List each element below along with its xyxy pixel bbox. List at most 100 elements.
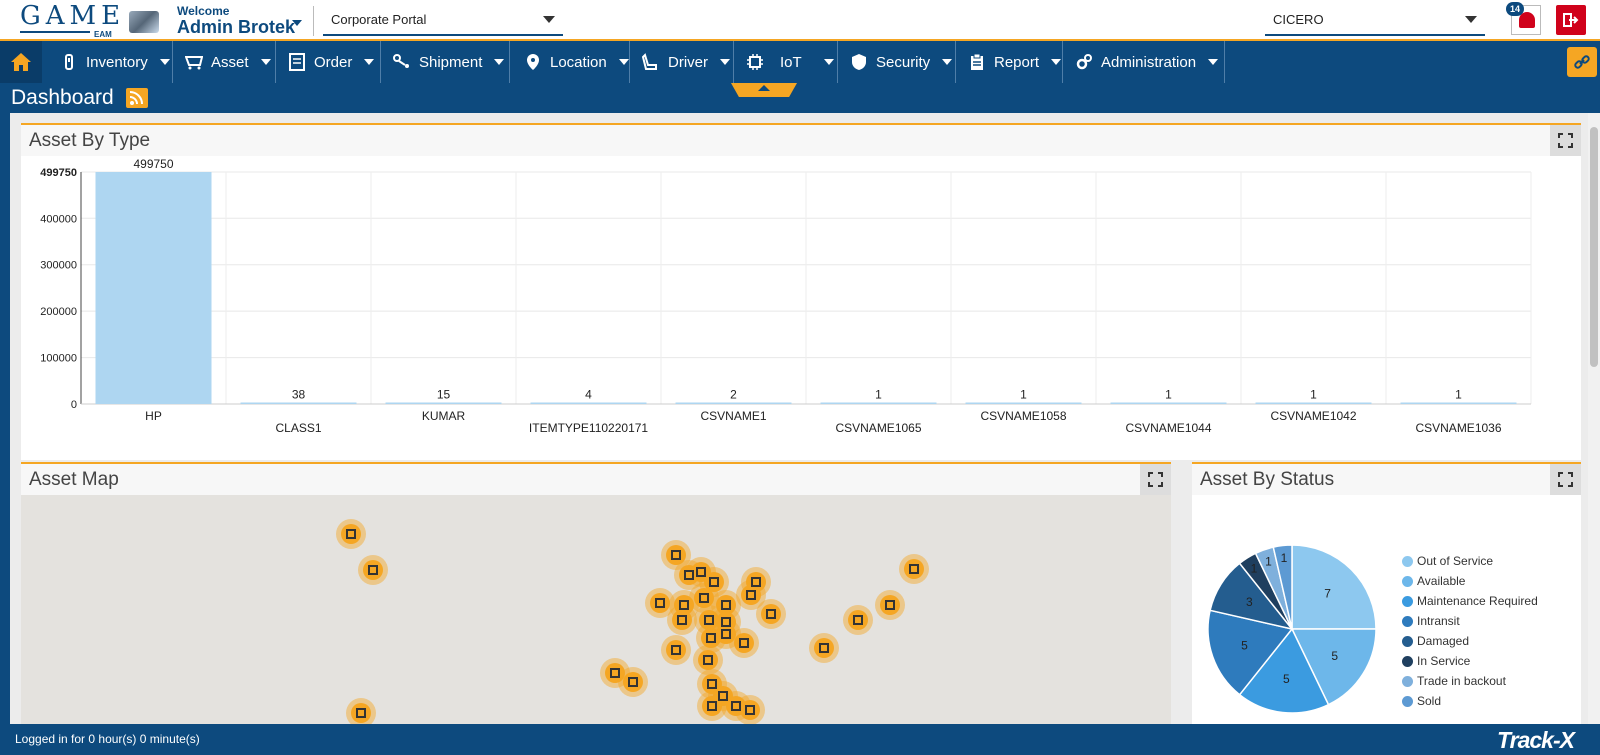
nav-administration[interactable]: Administration [1063,41,1225,83]
bar-value-label: 4 [585,388,592,402]
expand-button[interactable] [1140,464,1171,495]
footer: Logged in for 0 hour(s) 0 minute(s) Trac… [0,724,1600,755]
legend-label: Maintenance Required [1417,594,1538,608]
nav-shipment[interactable]: Shipment [381,41,510,83]
nav-order[interactable]: Order [276,41,381,83]
y-tick-label: 300000 [40,260,77,272]
site-select[interactable]: CICERO [1265,4,1485,36]
nav-driver[interactable]: Driver [630,41,734,83]
nav-iot[interactable]: IoT [734,41,838,83]
notifications-button[interactable]: 14 [1511,5,1541,35]
pie-value-label: 1 [1251,562,1258,576]
legend-item[interactable]: Intransit [1402,614,1460,628]
legend-item[interactable]: Sold [1402,694,1441,708]
bar-csvname1065 [821,403,937,405]
expand-button[interactable] [1550,125,1581,156]
bar-value-label: 1 [1165,388,1172,402]
asset-map-panel: Asset Map [21,462,1171,724]
dashboard-content: Asset By Type 0 100000 200000 300000 400000 4… [10,113,1590,724]
game-eam-logo[interactable]: GAME EAM [20,3,120,39]
chevron-down-icon [619,59,629,65]
x-tick-label: CSVNAME1036 [1415,421,1501,435]
bar-value-label: 499750 [133,158,173,171]
nav-asset[interactable]: Asset [173,41,276,83]
bar-value-label: 1 [1020,388,1027,402]
expand-button[interactable] [1550,464,1581,495]
legend-swatch [1402,596,1413,607]
map-marker[interactable] [618,667,648,697]
nav-driver-label: Driver [668,54,708,71]
x-tick-label: CSVNAME1042 [1270,409,1356,423]
legend-item[interactable]: Available [1402,574,1465,588]
map-marker[interactable] [899,554,929,584]
user-menu-chevron-icon[interactable] [292,20,302,26]
home-button[interactable] [0,41,42,83]
bar-csvname1 [676,403,792,405]
asset-by-type-chart: 0100000200000300000400000499750499750HP3… [21,158,1581,458]
nav-location-label: Location [550,54,607,71]
nav-location[interactable]: Location [510,41,630,83]
session-status: Logged in for 0 hour(s) 0 minute(s) [15,732,200,746]
chevron-down-icon [1208,59,1218,65]
map-marker[interactable] [809,633,839,663]
notification-count-badge: 14 [1506,2,1524,16]
legend-label: Available [1417,574,1465,588]
bar-value-label: 38 [292,388,306,402]
x-tick-label: CSVNAME1 [700,409,766,423]
site-select-value: CICERO [1273,12,1324,27]
nav-security-label: Security [876,54,930,71]
quick-link-button[interactable] [1567,47,1597,77]
scrollbar-thumb[interactable] [1590,127,1598,367]
legend-item[interactable]: Out of Service [1402,554,1493,568]
user-name[interactable]: Admin Brotek [177,17,295,38]
nav-security[interactable]: Security [838,41,956,83]
asset-map[interactable] [21,495,1171,724]
legend-item[interactable]: Trade in backout [1402,674,1506,688]
bar-class1 [241,403,357,405]
nav-report-label: Report [994,54,1039,71]
legend-swatch [1402,636,1413,647]
chevron-down-icon [824,59,834,65]
map-marker[interactable] [358,555,388,585]
map-marker[interactable] [346,698,376,724]
pie-value-label: 5 [1331,649,1338,663]
portal-select[interactable]: Corporate Portal [323,4,563,36]
asset-by-type-panel: Asset By Type 0 100000 200000 300000 400000 4… [21,123,1581,460]
panel-header: Asset By Status [1192,464,1581,495]
legend-item[interactable]: Maintenance Required [1402,594,1538,608]
legend-label: Out of Service [1417,554,1493,568]
logout-button[interactable] [1556,5,1586,35]
legend-swatch [1402,696,1413,707]
map-marker[interactable] [336,519,366,549]
order-list-icon [288,53,306,71]
nav-inventory[interactable]: Inventory [46,41,173,83]
nav-iot-label: IoT [780,54,802,71]
legend-label: In Service [1417,654,1470,668]
panel-header: Asset By Type [21,125,1581,156]
rfid-icon [60,53,78,71]
bar-csvname1042 [1256,403,1372,405]
map-marker[interactable] [661,635,691,665]
panel-header: Asset Map [21,464,1171,495]
header-divider [313,6,314,36]
chevron-down-icon [1465,16,1477,23]
map-marker[interactable] [875,590,905,620]
pie-value-label: 7 [1324,586,1331,600]
bar-value-label: 1 [1455,388,1462,402]
legend-item[interactable]: Damaged [1402,634,1469,648]
gears-icon [1075,53,1093,71]
home-icon [10,51,32,73]
bar-itemtype110220171 [531,403,647,405]
nav-report[interactable]: Report [956,41,1063,83]
legend-item[interactable]: In Service [1402,654,1470,668]
map-marker[interactable] [756,599,786,629]
chevron-down-icon [543,16,555,23]
bar-kumar [386,403,502,405]
map-marker[interactable] [843,605,873,635]
page-scrollbar[interactable] [1588,113,1600,724]
map-marker[interactable] [729,628,759,658]
rss-button[interactable] [126,88,148,108]
x-tick-label: ITEMTYPE110220171 [529,421,649,435]
x-tick-label: CSVNAME1044 [1125,421,1211,435]
chevron-down-icon [160,59,170,65]
